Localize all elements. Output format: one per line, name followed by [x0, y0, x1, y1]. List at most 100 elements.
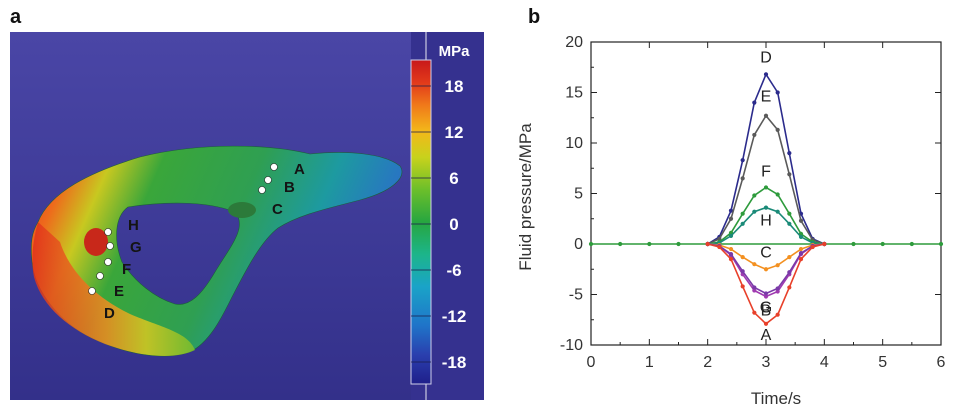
series-line-g-point [775, 289, 780, 294]
series-line-d-point [775, 90, 780, 95]
series-line-c-point [787, 255, 792, 260]
series-line-h-point [740, 221, 745, 226]
y-tick-label: -10 [560, 337, 583, 354]
point-marker-h [104, 228, 112, 236]
baseline-series-line-point [851, 241, 856, 247]
colorbar-tick-label: -12 [442, 307, 467, 326]
series-line-a-point [822, 241, 827, 247]
panel-a-letter: a [10, 6, 22, 28]
series-line-a-point [740, 284, 745, 289]
series-line-a-point [798, 257, 804, 262]
point-marker-d [88, 287, 96, 295]
y-tick-label: -5 [569, 287, 583, 304]
series-line-f-point [763, 185, 769, 190]
series-line-d-point [740, 158, 745, 163]
series-label-c: C [760, 244, 772, 261]
trabecular-feature [228, 202, 256, 218]
x-tick-label: 4 [820, 354, 829, 371]
baseline-series-line-point [647, 241, 652, 247]
series-line-a-point [717, 244, 722, 250]
series-line-d-point [763, 72, 769, 77]
point-label-d: D [104, 305, 115, 322]
colorbar-tick-label: 12 [445, 123, 464, 142]
chart-series [588, 72, 944, 326]
point-label-f: F [122, 261, 131, 278]
series-line-b-point [798, 250, 804, 256]
series-line-b-point [728, 252, 734, 257]
series-line-f-point [787, 211, 792, 216]
colorbar-tick-label: -6 [446, 261, 461, 280]
series-line-e-point [740, 176, 745, 181]
series-line-e-point [717, 236, 722, 242]
series-line-e-point [798, 218, 804, 223]
series-line-h-point [787, 221, 792, 226]
y-tick-label: 0 [574, 236, 583, 253]
series-line-a-point [787, 285, 792, 290]
series-line-a-point [705, 241, 710, 247]
panel-b-letter: b [528, 6, 541, 28]
point-marker-f [104, 258, 112, 266]
series-label-f: F [761, 163, 771, 180]
y-tick-label: 20 [565, 34, 583, 51]
series-line-f-point [752, 193, 757, 198]
colorbar-unit: MPa [439, 43, 471, 60]
x-tick-label: 5 [878, 354, 887, 371]
point-label-g: G [130, 239, 142, 256]
series-line-e-point [728, 216, 734, 221]
series-label-d: D [760, 49, 772, 66]
chart-axes: 0 1 2 3 4 5 6 -10 -5 0 5 10 15 20 [560, 34, 946, 371]
series-line-h-point [763, 205, 769, 210]
series-labels: D E F HC GBA [760, 49, 772, 343]
baseline-series-line-point [938, 241, 944, 247]
series-line-g-point [752, 288, 757, 293]
point-label-e: E [114, 283, 124, 300]
series-line-h-point [775, 209, 780, 214]
point-label-c: C [272, 201, 283, 218]
series-line-d-point [787, 151, 792, 156]
series-line-c-point [752, 262, 757, 267]
socket-hole [84, 228, 108, 256]
series-line-d-point [752, 100, 757, 105]
series-label-b: B [761, 302, 772, 319]
point-marker-e [96, 272, 104, 280]
x-tick-label: 2 [703, 354, 712, 371]
point-marker-b [264, 176, 272, 184]
baseline-series-line-point [880, 241, 885, 247]
series-line-b-point [775, 286, 780, 291]
series-line-c-point [763, 267, 769, 272]
series-line-f-point [775, 192, 780, 197]
baseline-series-line-point [588, 241, 594, 247]
series-line-b-point [752, 285, 757, 290]
fluid-pressure-chart: 0 1 2 3 4 5 6 -10 -5 0 5 10 15 20 D E F HC GBA Time/s Flu… [516, 34, 946, 408]
series-line-b-point [787, 270, 792, 275]
series-line-c-point [740, 255, 745, 260]
series-line-f-point [740, 211, 745, 216]
point-marker-a [270, 163, 278, 171]
series-line-g-point [763, 294, 769, 299]
baseline-series-line-point [676, 241, 681, 247]
series-line-e-point [763, 113, 769, 118]
series-line-a-point [728, 257, 734, 262]
series-line-a-point [752, 310, 757, 315]
point-label-b: B [284, 179, 295, 196]
point-label-h: H [128, 217, 139, 234]
series-line-e-point [787, 172, 792, 177]
x-tick-label: 0 [587, 354, 596, 371]
series-line-c-point [798, 246, 804, 252]
point-marker-c [258, 186, 266, 194]
colorbar-tick-label: 6 [449, 169, 458, 188]
series-line-h-point [798, 234, 804, 240]
series-line-b-point [740, 269, 745, 274]
series-line-b-point [763, 291, 769, 296]
baseline-series-line-point [618, 241, 623, 247]
series-line-e-point [775, 127, 780, 132]
series-label-h: H [760, 213, 772, 230]
series-line-h-point [728, 233, 734, 239]
series-line-c-point [728, 246, 734, 252]
colorbar-gradient [410, 59, 432, 385]
y-tick-label: 10 [565, 135, 583, 152]
